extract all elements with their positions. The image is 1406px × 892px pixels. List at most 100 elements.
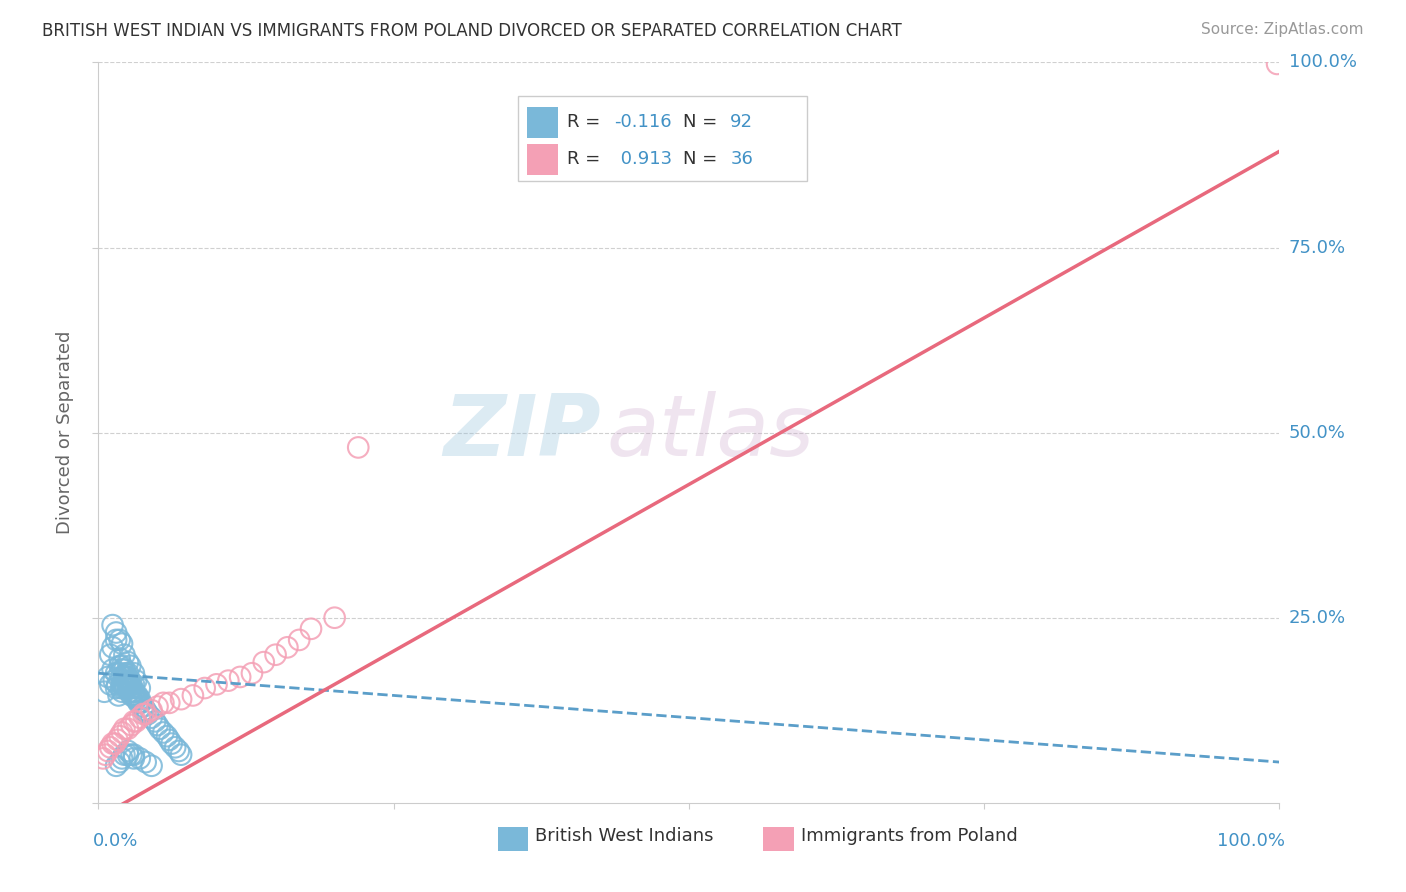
Point bbox=[112, 681, 135, 695]
Point bbox=[112, 677, 135, 691]
Point bbox=[117, 655, 139, 669]
Point bbox=[146, 718, 169, 732]
Point bbox=[93, 685, 115, 699]
Point bbox=[112, 648, 135, 662]
Point bbox=[114, 666, 136, 681]
Point bbox=[127, 689, 149, 703]
Point bbox=[122, 747, 145, 762]
Text: 100.0%: 100.0% bbox=[1289, 54, 1357, 71]
Point bbox=[240, 666, 263, 681]
Point bbox=[117, 722, 139, 736]
FancyBboxPatch shape bbox=[517, 95, 807, 181]
Point bbox=[160, 737, 183, 751]
Point bbox=[101, 663, 124, 677]
Point bbox=[105, 758, 128, 772]
Point bbox=[118, 677, 141, 691]
Point bbox=[253, 655, 276, 669]
Point bbox=[118, 685, 141, 699]
Point bbox=[132, 699, 155, 714]
Point bbox=[323, 610, 346, 624]
Point bbox=[128, 692, 150, 706]
FancyBboxPatch shape bbox=[527, 107, 558, 138]
Point bbox=[101, 737, 124, 751]
Point bbox=[135, 755, 157, 769]
Point bbox=[108, 755, 131, 769]
Point bbox=[121, 685, 143, 699]
Point bbox=[101, 618, 124, 632]
Point bbox=[120, 673, 142, 688]
Point bbox=[141, 758, 163, 772]
Point bbox=[112, 663, 135, 677]
Point bbox=[157, 696, 180, 710]
Point bbox=[152, 725, 174, 739]
Point bbox=[194, 681, 217, 695]
Text: atlas: atlas bbox=[606, 391, 814, 475]
Point bbox=[129, 696, 152, 710]
Text: 36: 36 bbox=[730, 151, 754, 169]
FancyBboxPatch shape bbox=[527, 144, 558, 175]
Point bbox=[170, 692, 193, 706]
Point bbox=[114, 681, 136, 695]
Point bbox=[122, 689, 145, 703]
Point bbox=[121, 747, 143, 762]
Point bbox=[205, 677, 228, 691]
Point bbox=[128, 696, 150, 710]
Point bbox=[299, 622, 322, 636]
Point bbox=[97, 744, 120, 758]
Point bbox=[115, 670, 138, 684]
Point bbox=[122, 666, 145, 681]
Point bbox=[141, 703, 163, 717]
Point bbox=[125, 692, 148, 706]
Point bbox=[156, 729, 179, 743]
Point bbox=[136, 706, 159, 721]
Point bbox=[132, 706, 155, 721]
Point bbox=[347, 441, 370, 455]
Point bbox=[115, 670, 138, 684]
Text: R =: R = bbox=[567, 113, 606, 131]
Point bbox=[98, 648, 121, 662]
Point bbox=[105, 681, 128, 695]
Point bbox=[165, 740, 187, 755]
Point bbox=[121, 689, 143, 703]
Text: Immigrants from Poland: Immigrants from Poland bbox=[801, 827, 1018, 845]
Point bbox=[98, 677, 121, 691]
Point bbox=[110, 681, 132, 695]
Point bbox=[121, 681, 143, 695]
Text: ZIP: ZIP bbox=[443, 391, 600, 475]
Text: 25.0%: 25.0% bbox=[1289, 608, 1346, 627]
Point bbox=[122, 751, 145, 765]
Text: British West Indians: British West Indians bbox=[536, 827, 714, 845]
Point bbox=[111, 677, 134, 691]
Point bbox=[128, 681, 150, 695]
Point bbox=[122, 685, 145, 699]
Point bbox=[111, 663, 134, 677]
Text: BRITISH WEST INDIAN VS IMMIGRANTS FROM POLAND DIVORCED OR SEPARATED CORRELATION : BRITISH WEST INDIAN VS IMMIGRANTS FROM P… bbox=[42, 22, 901, 40]
Point bbox=[217, 673, 239, 688]
Text: 92: 92 bbox=[730, 113, 754, 131]
Point bbox=[128, 751, 150, 765]
Text: 0.0%: 0.0% bbox=[93, 832, 138, 850]
Point bbox=[117, 744, 139, 758]
Point bbox=[108, 729, 131, 743]
Point bbox=[97, 670, 120, 684]
Point bbox=[122, 685, 145, 699]
Point bbox=[146, 699, 169, 714]
Point bbox=[105, 666, 128, 681]
Point bbox=[125, 714, 148, 729]
Point bbox=[108, 666, 131, 681]
Point bbox=[117, 666, 139, 681]
Point bbox=[108, 651, 131, 665]
Point bbox=[120, 658, 142, 673]
Point bbox=[104, 737, 127, 751]
Point bbox=[152, 696, 174, 710]
Point bbox=[122, 714, 145, 729]
Point bbox=[135, 703, 157, 717]
Point bbox=[128, 696, 150, 710]
Point bbox=[120, 681, 142, 695]
Point bbox=[94, 747, 117, 762]
Point bbox=[264, 648, 287, 662]
Text: 100.0%: 100.0% bbox=[1218, 832, 1285, 850]
Point bbox=[135, 706, 157, 721]
Point bbox=[157, 732, 180, 747]
Point bbox=[105, 732, 128, 747]
